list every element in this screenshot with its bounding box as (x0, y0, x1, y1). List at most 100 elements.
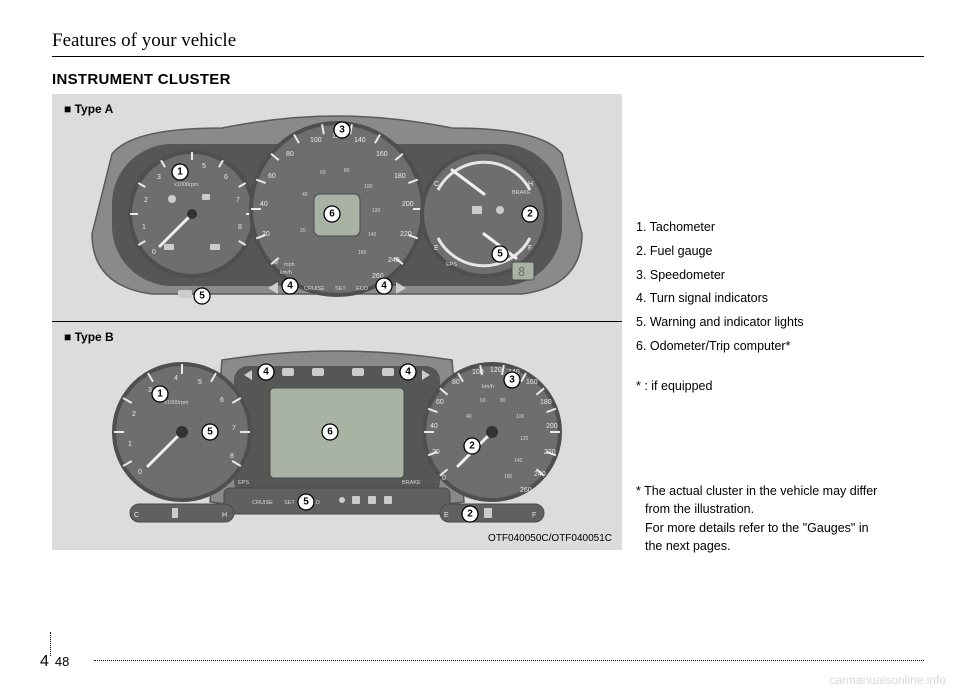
watermark: carmanualsonline.info (829, 673, 946, 687)
svg-text:20: 20 (300, 228, 306, 234)
callout-4-left: 4 (282, 278, 298, 294)
svg-text:120: 120 (372, 208, 381, 214)
footnote-line: * The actual cluster in the vehicle may … (636, 482, 924, 500)
svg-text:SET: SET (335, 286, 346, 292)
svg-text:H: H (528, 181, 533, 188)
legend-item: 4. Turn signal indicators (636, 287, 924, 311)
svg-text:2: 2 (467, 509, 473, 520)
svg-text:7: 7 (232, 425, 236, 432)
svg-text:2: 2 (132, 411, 136, 418)
panel-type-b: ■ Type B CRUISE (52, 322, 622, 550)
svg-text:160: 160 (526, 379, 538, 386)
svg-text:3: 3 (157, 174, 161, 181)
callout-2: 2 (522, 206, 538, 222)
svg-text:140: 140 (354, 137, 366, 144)
svg-text:4: 4 (263, 367, 269, 378)
svg-text:4: 4 (381, 281, 387, 292)
svg-text:100: 100 (472, 369, 484, 376)
svg-text:100: 100 (516, 414, 525, 420)
callout-b-1: 1 (152, 386, 168, 402)
svg-text:BRAKE: BRAKE (402, 480, 421, 486)
svg-text:3: 3 (148, 387, 152, 394)
section-title: INSTRUMENT CLUSTER (52, 71, 924, 88)
svg-text:4: 4 (405, 367, 411, 378)
svg-text:0: 0 (274, 259, 278, 266)
page-number: 48 (55, 654, 69, 669)
callout-b-6: 6 (322, 424, 338, 440)
svg-text:C: C (434, 181, 439, 188)
legend-item: 3. Speedometer (636, 264, 924, 288)
svg-text:6: 6 (329, 209, 335, 220)
svg-text:1: 1 (128, 441, 132, 448)
svg-text:4: 4 (174, 375, 178, 382)
svg-text:240: 240 (388, 257, 400, 264)
svg-text:8: 8 (230, 453, 234, 460)
footnote-line: For more details refer to the "Gauges" i… (636, 519, 924, 537)
svg-text:100: 100 (310, 137, 322, 144)
svg-text:40: 40 (430, 423, 438, 430)
svg-text:2: 2 (527, 209, 533, 220)
panel-type-a: ■ Type A (52, 94, 622, 322)
svg-text:7: 7 (236, 197, 240, 204)
svg-text:240: 240 (534, 471, 546, 478)
footer-dotline (94, 660, 924, 661)
svg-text:2: 2 (469, 441, 475, 452)
svg-text:20: 20 (262, 231, 270, 238)
svg-text:180: 180 (540, 399, 552, 406)
svg-text:60: 60 (436, 399, 444, 406)
callout-b-2-fuel: 2 (462, 506, 478, 522)
svg-text:SET: SET (284, 500, 295, 506)
svg-text:120: 120 (490, 367, 502, 374)
legend-column: 1. Tachometer 2. Fuel gauge 3. Speedomet… (636, 94, 924, 555)
svg-text:8: 8 (238, 224, 242, 231)
svg-text:EPS: EPS (446, 262, 457, 268)
svg-text:CRUISE: CRUISE (304, 286, 325, 292)
callout-b-4-left: 4 (258, 364, 274, 380)
cluster-a-svg: 0 1 2 3 4 5 6 7 8 x1000rpm (52, 94, 622, 322)
callout-4-right: 4 (376, 278, 392, 294)
svg-text:260: 260 (520, 487, 532, 494)
svg-text:120: 120 (520, 436, 529, 442)
svg-text:4: 4 (287, 281, 293, 292)
svg-text:km/h: km/h (482, 384, 494, 390)
callout-1: 1 (172, 164, 188, 180)
svg-text:160: 160 (504, 474, 513, 480)
callout-b-2-mid: 2 (464, 438, 480, 454)
svg-text:80: 80 (286, 151, 294, 158)
svg-text:140: 140 (514, 458, 523, 464)
legend-item: 2. Fuel gauge (636, 240, 924, 264)
svg-text:0: 0 (138, 469, 142, 476)
svg-text:160: 160 (376, 151, 388, 158)
svg-text:140: 140 (368, 232, 377, 238)
svg-text:200: 200 (402, 201, 414, 208)
callout-5-right: 5 (492, 246, 508, 262)
legend-item: 6. Odometer/Trip computer* (636, 335, 924, 359)
svg-text:6: 6 (224, 174, 228, 181)
svg-text:6: 6 (327, 427, 333, 438)
svg-text:F: F (528, 245, 532, 252)
callout-b-5-left: 5 (202, 424, 218, 440)
page-footer: 4 48 (40, 653, 69, 671)
svg-text:180: 180 (394, 173, 406, 180)
svg-text:5: 5 (202, 163, 206, 170)
svg-text:1: 1 (177, 167, 183, 178)
svg-text:ECO: ECO (356, 286, 369, 292)
callout-b-4-right: 4 (400, 364, 416, 380)
svg-text:1: 1 (157, 389, 163, 400)
svg-text:40: 40 (260, 201, 268, 208)
callout-5-left: 5 (194, 288, 210, 304)
svg-text:60: 60 (320, 170, 326, 176)
svg-text:H: H (222, 512, 227, 519)
svg-text:60: 60 (268, 173, 276, 180)
svg-text:200: 200 (546, 423, 558, 430)
svg-text:80: 80 (500, 398, 506, 404)
svg-text:5: 5 (198, 379, 202, 386)
footnote-line: the next pages. (636, 537, 924, 555)
svg-text:80: 80 (452, 379, 460, 386)
svg-text:2: 2 (144, 197, 148, 204)
callout-6: 6 (324, 206, 340, 222)
svg-text:x1000rpm: x1000rpm (164, 400, 189, 406)
svg-text:6: 6 (220, 397, 224, 404)
svg-text:80: 80 (344, 168, 350, 174)
legend-item: 1. Tachometer (636, 216, 924, 240)
